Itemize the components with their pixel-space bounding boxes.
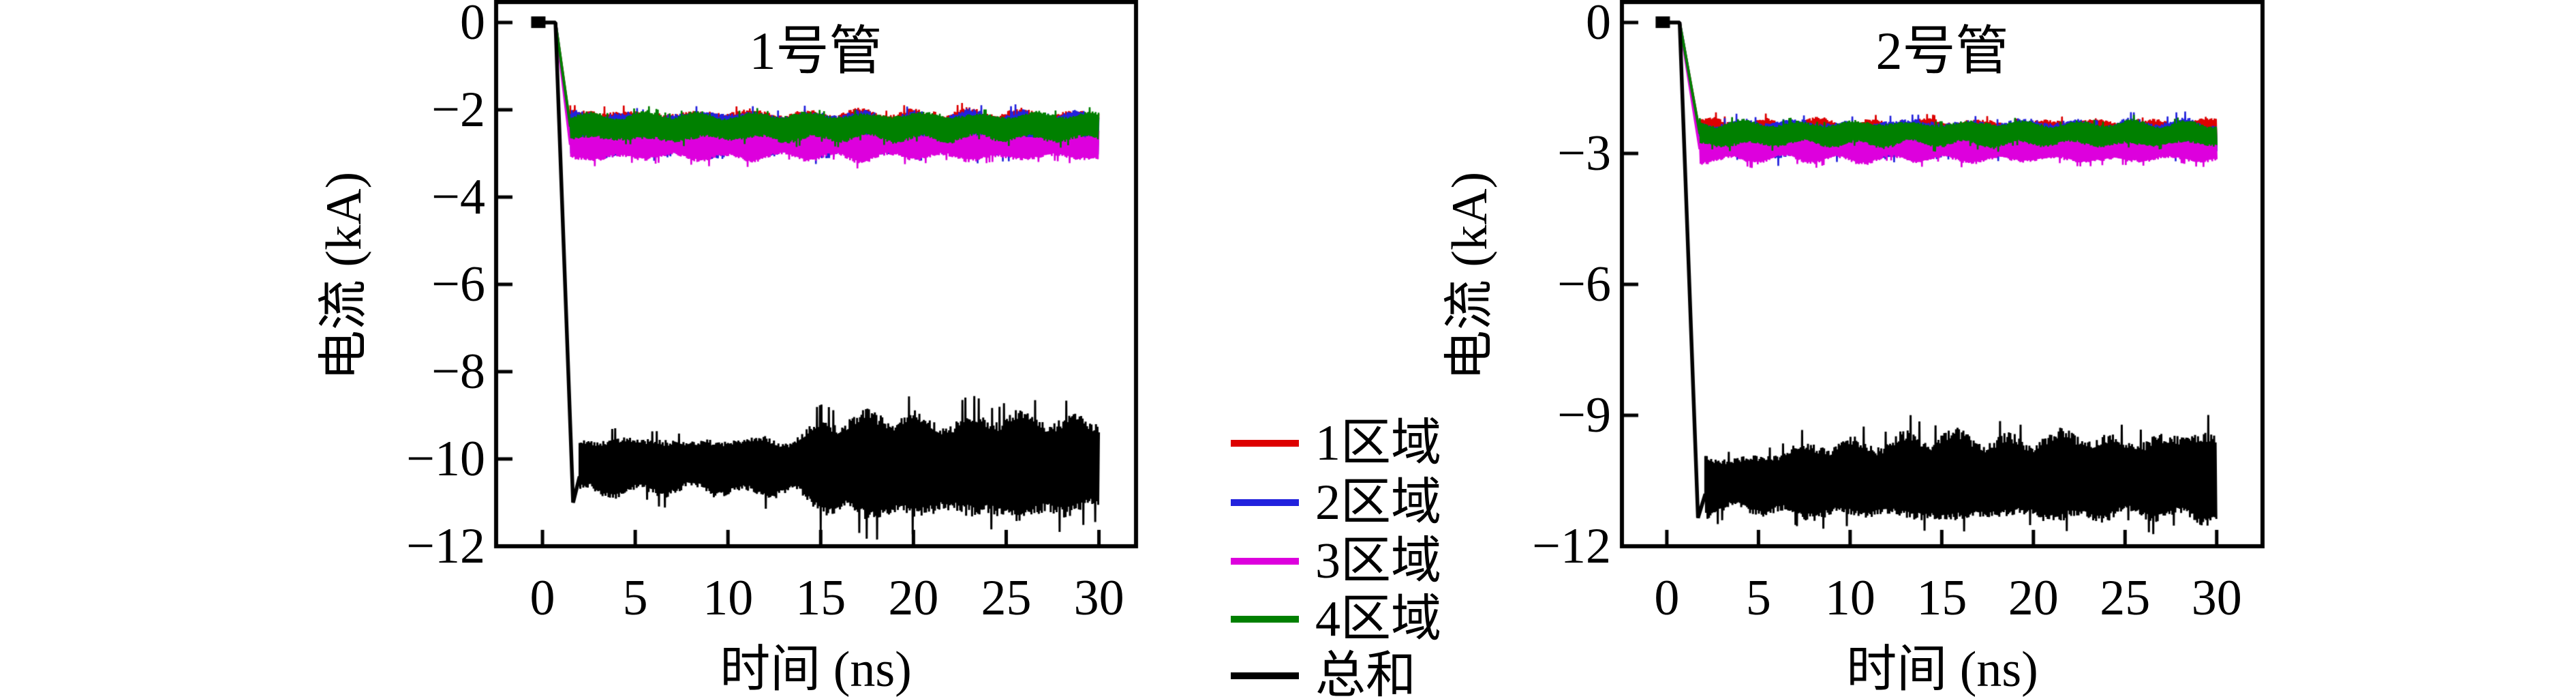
plot1-x-tick-label: 10 (703, 570, 754, 626)
plot1-y-tick-label: −10 (406, 431, 485, 487)
plot1-x-tick-label: 0 (530, 570, 555, 626)
plot2-x-axis-label: 时间 (ns) (1846, 642, 2038, 698)
legend-item: 总和 (1231, 651, 1416, 699)
plot2-x-tick-label: 0 (1654, 570, 1680, 626)
plot1-y-tick-label: 0 (460, 0, 485, 51)
legend-line-swatch (1231, 558, 1299, 565)
legend-item: 3区域 (1231, 536, 1441, 586)
legend-item: 1区域 (1231, 418, 1441, 469)
plot2-x-tick-label: 15 (1916, 570, 1967, 626)
plot2-x-tick-label: 20 (2008, 570, 2059, 626)
plot2-x-tick-label: 5 (1745, 570, 1771, 626)
plot2-x-tick-label: 30 (2191, 570, 2242, 626)
plot1-y-tick-label: −6 (431, 256, 485, 313)
legend-line-swatch (1231, 672, 1299, 679)
legend-item-label: 1区域 (1315, 415, 1441, 471)
legend-item: 4区域 (1231, 594, 1441, 644)
plot2-title: 2号管 (1875, 21, 2009, 80)
plot1-y-tick-label: −4 (431, 169, 485, 226)
plot2-y-tick-label: 0 (1586, 0, 1611, 51)
plot2-x-tick-label: 10 (1824, 570, 1875, 626)
legend-item-label: 3区域 (1315, 533, 1441, 589)
plot2-y-tick-label: −9 (1557, 387, 1611, 444)
plot1-x-tick-label: 20 (888, 570, 939, 626)
plot2-y-axis-label: 电流 (kA) (1442, 171, 1498, 381)
legend-line-swatch (1231, 499, 1299, 506)
legend-item-label: 2区域 (1315, 475, 1441, 531)
plot1-x-axis-label: 时间 (ns) (720, 642, 912, 698)
plot1-x-tick-label: 15 (795, 570, 846, 626)
plot1-y-axis-label: 电流 (kA) (316, 171, 372, 381)
plot1-x-tick-label: 25 (981, 570, 1032, 626)
legend-item: 2区域 (1231, 477, 1441, 528)
plot2-y-tick-label: −12 (1532, 518, 1611, 574)
legend-line-swatch (1231, 616, 1299, 623)
legend-item-label: 总和 (1315, 648, 1416, 699)
plot2-y-tick-label: −3 (1557, 125, 1611, 182)
plot1-title: 1号管 (749, 21, 883, 80)
legend-line-swatch (1231, 440, 1299, 447)
plot1-x-tick-label: 5 (622, 570, 648, 626)
plot1-x-tick-label: 30 (1073, 570, 1124, 626)
plot1-y-tick-label: −12 (406, 518, 485, 574)
plot2-y-tick-label: −6 (1557, 256, 1611, 313)
plot1-y-tick-label: −2 (431, 82, 485, 138)
plot1-y-tick-label: −8 (431, 344, 485, 400)
legend-item-label: 4区域 (1315, 591, 1441, 647)
plot2-x-tick-label: 25 (2100, 570, 2151, 626)
